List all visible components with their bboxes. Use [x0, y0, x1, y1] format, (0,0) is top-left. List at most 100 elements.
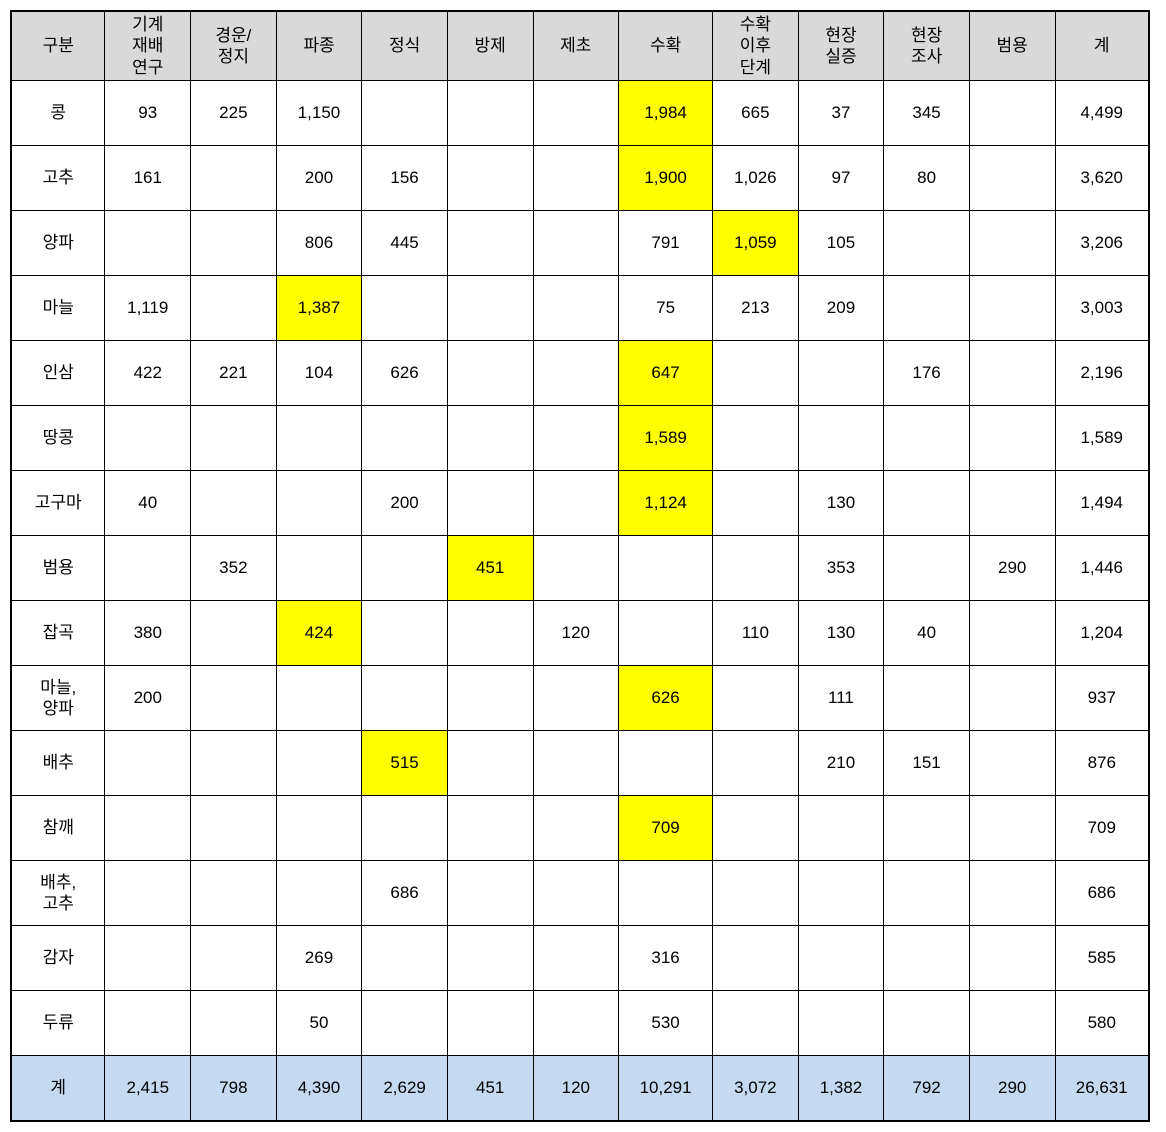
cell — [533, 925, 619, 990]
row-label: 두류 — [11, 990, 105, 1055]
cell — [969, 210, 1055, 275]
row-label: 감자 — [11, 925, 105, 990]
cell: 213 — [713, 275, 799, 340]
cell — [969, 340, 1055, 405]
cell — [713, 860, 799, 925]
row-label: 양파 — [11, 210, 105, 275]
cell — [447, 860, 533, 925]
cell: 80 — [884, 145, 970, 210]
cell — [969, 990, 1055, 1055]
cell — [276, 860, 362, 925]
cell: 221 — [191, 340, 277, 405]
cell — [884, 795, 970, 860]
cell — [884, 860, 970, 925]
cell: 225 — [191, 80, 277, 145]
cell: 200 — [105, 665, 191, 730]
cell — [191, 275, 277, 340]
cell: 580 — [1055, 990, 1149, 1055]
cell — [105, 405, 191, 470]
totals-cell: 120 — [533, 1055, 619, 1121]
cell: 176 — [884, 340, 970, 405]
cell — [362, 535, 448, 600]
cell — [447, 210, 533, 275]
cell: 585 — [1055, 925, 1149, 990]
cell — [969, 275, 1055, 340]
cell — [969, 80, 1055, 145]
cell: 1,984 — [619, 80, 713, 145]
cell — [533, 210, 619, 275]
table-row: 두류50530580 — [11, 990, 1149, 1055]
cell: 3,003 — [1055, 275, 1149, 340]
cell: 709 — [1055, 795, 1149, 860]
cell: 806 — [276, 210, 362, 275]
row-label: 콩 — [11, 80, 105, 145]
cell — [447, 470, 533, 535]
cell — [798, 795, 884, 860]
cell: 626 — [619, 665, 713, 730]
cell: 209 — [798, 275, 884, 340]
cell: 1,589 — [619, 405, 713, 470]
cell — [533, 860, 619, 925]
cell — [276, 470, 362, 535]
data-table: 구분기계재배연구경운/정지파종정식방제제초수확수확이후단계현장실증현장조사범용계… — [10, 10, 1150, 1122]
table-row: 배추515210151876 — [11, 730, 1149, 795]
cell — [447, 405, 533, 470]
cell — [533, 145, 619, 210]
row-label: 땅콩 — [11, 405, 105, 470]
cell — [884, 405, 970, 470]
cell — [798, 860, 884, 925]
cell: 1,589 — [1055, 405, 1149, 470]
table-row: 잡곡380424120110130401,204 — [11, 600, 1149, 665]
col-header-6: 제초 — [533, 11, 619, 80]
table-row: 양파8064457911,0591053,206 — [11, 210, 1149, 275]
col-header-12: 계 — [1055, 11, 1149, 80]
cell — [191, 925, 277, 990]
cell — [362, 795, 448, 860]
cell: 2,196 — [1055, 340, 1149, 405]
totals-label: 계 — [11, 1055, 105, 1121]
cell — [191, 470, 277, 535]
cell: 97 — [798, 145, 884, 210]
cell: 104 — [276, 340, 362, 405]
cell: 937 — [1055, 665, 1149, 730]
cell — [191, 860, 277, 925]
table-row: 범용3524513532901,446 — [11, 535, 1149, 600]
cell: 791 — [619, 210, 713, 275]
cell — [713, 925, 799, 990]
table-row: 배추,고추686686 — [11, 860, 1149, 925]
cell — [533, 665, 619, 730]
cell: 40 — [884, 600, 970, 665]
totals-cell: 1,382 — [798, 1055, 884, 1121]
cell — [884, 275, 970, 340]
cell: 3,620 — [1055, 145, 1149, 210]
cell — [969, 795, 1055, 860]
row-label: 배추 — [11, 730, 105, 795]
cell — [276, 730, 362, 795]
cell: 130 — [798, 470, 884, 535]
cell — [619, 535, 713, 600]
cell: 156 — [362, 145, 448, 210]
cell — [884, 925, 970, 990]
totals-cell: 26,631 — [1055, 1055, 1149, 1121]
cell — [969, 730, 1055, 795]
cell — [533, 470, 619, 535]
cell: 120 — [533, 600, 619, 665]
cell — [713, 535, 799, 600]
cell — [105, 730, 191, 795]
cell: 422 — [105, 340, 191, 405]
totals-cell: 4,390 — [276, 1055, 362, 1121]
cell: 161 — [105, 145, 191, 210]
cell: 111 — [798, 665, 884, 730]
cell — [884, 470, 970, 535]
cell: 530 — [619, 990, 713, 1055]
row-label: 고구마 — [11, 470, 105, 535]
cell — [276, 535, 362, 600]
cell: 515 — [362, 730, 448, 795]
cell: 151 — [884, 730, 970, 795]
table-row: 마늘,양파200626111937 — [11, 665, 1149, 730]
row-label: 마늘 — [11, 275, 105, 340]
col-header-1: 기계재배연구 — [105, 11, 191, 80]
cell: 1,494 — [1055, 470, 1149, 535]
cell — [191, 210, 277, 275]
cell — [798, 340, 884, 405]
